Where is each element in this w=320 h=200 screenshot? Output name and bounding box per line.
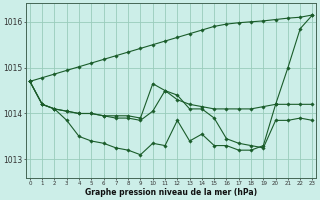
X-axis label: Graphe pression niveau de la mer (hPa): Graphe pression niveau de la mer (hPa) [85,188,257,197]
